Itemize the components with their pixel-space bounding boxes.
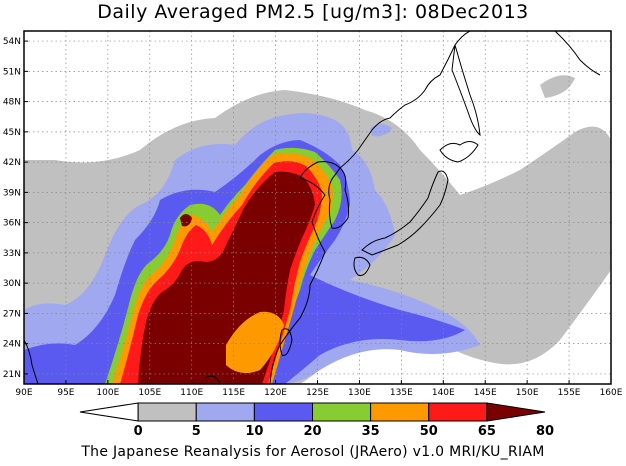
map-title: Daily Averaged PM2.5 [ug/m3]: 08Dec2013 xyxy=(97,1,529,23)
coastline-sakhalin xyxy=(451,44,481,137)
coastline-japan-honshu xyxy=(361,170,449,256)
y-tick-labels: 21N 24N 27N 30N 33N 36N 39N 42N 45N 48N 51N 54N xyxy=(3,37,28,380)
colorbar-segment xyxy=(79,402,139,422)
map-gridlines xyxy=(24,31,611,384)
y-tick-label: 30N xyxy=(3,279,21,289)
colorbar-label: 65 xyxy=(478,424,496,439)
footer-credit: The Japanese Reanalysis for Aerosol (JRA… xyxy=(81,444,545,460)
colorbar-label: 80 xyxy=(536,424,554,439)
x-tick-label: 140E xyxy=(432,388,455,398)
x-tick-label: 160E xyxy=(600,388,623,398)
x-tick-label: 115E xyxy=(222,388,245,398)
x-tick-label: 90E xyxy=(15,388,32,398)
y-tick-label: 39N xyxy=(3,188,21,198)
x-tick-label: 110E xyxy=(180,388,203,398)
y-tick-label: 33N xyxy=(3,249,21,259)
x-tick-label: 135E xyxy=(390,388,413,398)
y-tick-label: 27N xyxy=(3,309,21,319)
colorbar-label: 35 xyxy=(362,424,380,439)
y-tick-label: 42N xyxy=(3,158,21,168)
x-tick-label: 100E xyxy=(96,388,119,398)
x-tick-label: 150E xyxy=(516,388,539,398)
colorbar-segment xyxy=(486,402,546,422)
concentration-field xyxy=(24,75,611,384)
coastline-taiwan xyxy=(279,328,293,356)
colorbar-segment xyxy=(137,402,197,422)
x-tick-label: 130E xyxy=(348,388,371,398)
contour-10-20-b xyxy=(370,124,392,137)
y-tick-label: 24N xyxy=(3,340,21,350)
x-tick-label: 155E xyxy=(558,388,581,398)
y-tick-label: 45N xyxy=(3,128,21,138)
x-tick-labels: 90E 95E 100E 105E 110E 115E 120E 125E 130E 135E 14… xyxy=(15,380,623,398)
y-tick-label: 51N xyxy=(3,67,21,77)
x-tick-label: 120E xyxy=(264,388,287,398)
y-tick-label: 54N xyxy=(3,37,21,47)
colorbar: 0 5 10 20 35 50 65 80 xyxy=(79,402,554,439)
coastline-hainan xyxy=(204,375,221,384)
y-tick-label: 48N xyxy=(3,98,21,108)
contour-50-65-south xyxy=(226,311,284,374)
colorbar-label: 5 xyxy=(192,424,201,439)
contour-5-10-north xyxy=(540,75,575,98)
y-tick-label: 36N xyxy=(3,219,21,229)
colorbar-label: 50 xyxy=(420,424,438,439)
x-tick-label: 145E xyxy=(474,388,497,398)
coastline-kyushu xyxy=(353,256,371,276)
colorbar-segment xyxy=(428,402,488,422)
colorbar-label: 0 xyxy=(134,424,143,439)
colorbar-segment xyxy=(370,402,430,422)
coastlines xyxy=(24,31,601,384)
coastline-southwest xyxy=(24,339,39,384)
colorbar-segment xyxy=(195,402,255,422)
x-tick-label: 125E xyxy=(306,388,329,398)
colorbar-label: 10 xyxy=(245,424,263,439)
x-tick-label: 95E xyxy=(57,388,74,398)
contour-over-80-spot xyxy=(180,214,192,227)
coastline-japan-hokkaido xyxy=(439,141,479,163)
colorbar-segment xyxy=(312,402,372,422)
y-tick-label: 21N xyxy=(3,370,21,380)
colorbar-label: 20 xyxy=(303,424,321,439)
coastline-mainland xyxy=(269,31,471,384)
colorbar-segment xyxy=(253,402,313,422)
x-tick-label: 105E xyxy=(138,388,161,398)
coastline-korea xyxy=(328,167,350,229)
coastline-kamchatka xyxy=(554,31,601,76)
